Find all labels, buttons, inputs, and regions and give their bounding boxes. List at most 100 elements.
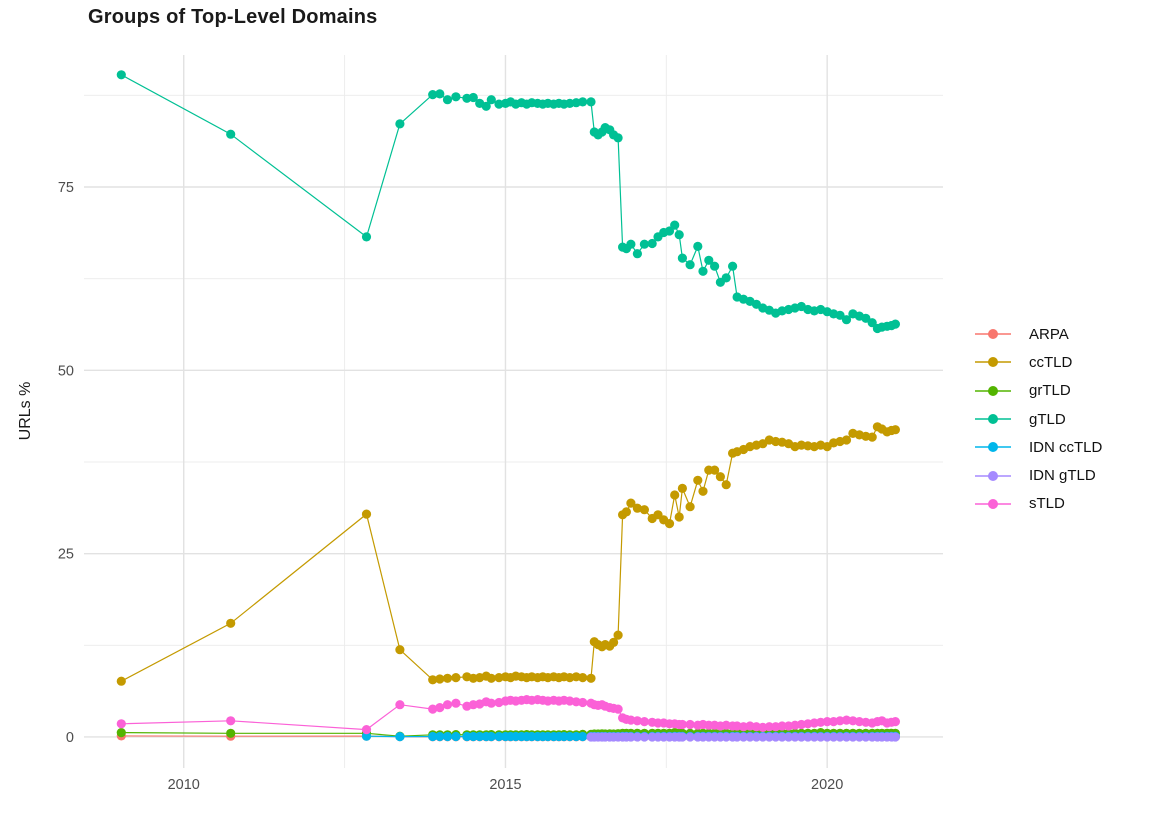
data-point (809, 732, 819, 742)
data-point (854, 732, 865, 742)
legend-key-icon (975, 410, 1011, 428)
data-point (586, 673, 596, 683)
data-point (435, 703, 445, 713)
data-point (486, 673, 496, 683)
y-tick-label: 75 (58, 180, 74, 196)
data-point (451, 698, 461, 708)
data-point (361, 232, 372, 242)
data-point (835, 310, 845, 320)
data-point (685, 502, 695, 512)
data-point (777, 721, 787, 731)
data-point (721, 480, 731, 490)
legend-item-gtld: gTLD (975, 405, 1102, 433)
data-point (647, 238, 657, 249)
data-point (395, 732, 405, 742)
data-point (677, 483, 688, 493)
gridlines-major (84, 55, 943, 768)
data-point (486, 731, 496, 742)
data-point (728, 261, 738, 271)
data-point (721, 732, 731, 742)
legend-key-dot (988, 470, 998, 481)
data-point (428, 704, 438, 714)
data-point (848, 732, 858, 742)
data-point (578, 697, 588, 708)
data-point (751, 732, 762, 742)
data-point (613, 630, 623, 640)
data-point (451, 92, 461, 102)
data-point (861, 732, 871, 742)
x-tick-label: 2010 (168, 777, 200, 793)
data-point (670, 490, 680, 500)
data-point (698, 486, 708, 496)
data-point (632, 503, 643, 513)
x-axis-tick-labels: 2010 2015 2020 (168, 777, 844, 793)
data-point (578, 731, 588, 742)
data-point (435, 674, 445, 684)
data-point (442, 731, 453, 742)
data-point (732, 732, 742, 742)
data-point (841, 315, 852, 325)
series-gtld (116, 70, 901, 334)
y-tick-label: 0 (66, 730, 74, 746)
data-point (822, 732, 832, 742)
data-point (674, 512, 684, 522)
data-point (632, 716, 643, 726)
chart-title: Groups of Top-Level Domains (88, 6, 378, 28)
data-point (639, 732, 650, 742)
data-point (361, 731, 372, 741)
data-point (664, 226, 675, 236)
legend-item-cctld: ccTLD (975, 348, 1102, 376)
data-point (639, 505, 650, 515)
data-point (571, 731, 581, 742)
legend-key-dot (988, 385, 998, 396)
data-point (116, 728, 126, 738)
series-cctld (116, 422, 901, 686)
data-point (670, 220, 680, 230)
data-point (738, 732, 749, 742)
data-point (451, 673, 461, 683)
data-point (685, 260, 695, 270)
legend-key-dot (988, 414, 998, 425)
data-point (428, 675, 438, 685)
data-point (116, 719, 126, 729)
data-point (685, 732, 695, 742)
legend-key-icon (975, 382, 1011, 400)
data-point (704, 255, 714, 265)
data-point (796, 732, 807, 742)
legend-label: ccTLD (1029, 353, 1073, 371)
data-point (841, 435, 852, 445)
data-point (764, 732, 774, 742)
data-point (626, 498, 636, 508)
data-point (481, 101, 491, 111)
data-point (715, 472, 726, 482)
data-point (835, 732, 845, 742)
data-point (462, 731, 472, 742)
series-idn-gtld (586, 732, 901, 742)
data-point (428, 90, 438, 100)
data-point (116, 70, 126, 80)
data-point (721, 273, 731, 283)
data-point (475, 731, 485, 742)
data-point (361, 725, 372, 735)
data-point (632, 249, 643, 259)
data-point (677, 719, 688, 730)
legend-item-stld: sTLD (975, 490, 1102, 518)
data-point (790, 732, 800, 742)
data-point (890, 732, 901, 742)
data-point (435, 89, 445, 99)
data-point (565, 731, 575, 742)
data-point (395, 119, 405, 129)
data-point (822, 717, 832, 727)
data-point (803, 732, 813, 742)
data-point (890, 319, 901, 329)
data-point (674, 230, 684, 240)
data-point (829, 732, 839, 742)
y-tick-label: 50 (58, 363, 74, 379)
legend-label: gTLD (1029, 410, 1066, 428)
data-point (693, 241, 703, 251)
data-point (226, 618, 236, 628)
data-point (613, 133, 623, 143)
legend-key-icon (975, 495, 1011, 513)
data-point (626, 732, 636, 742)
data-point (710, 261, 720, 271)
